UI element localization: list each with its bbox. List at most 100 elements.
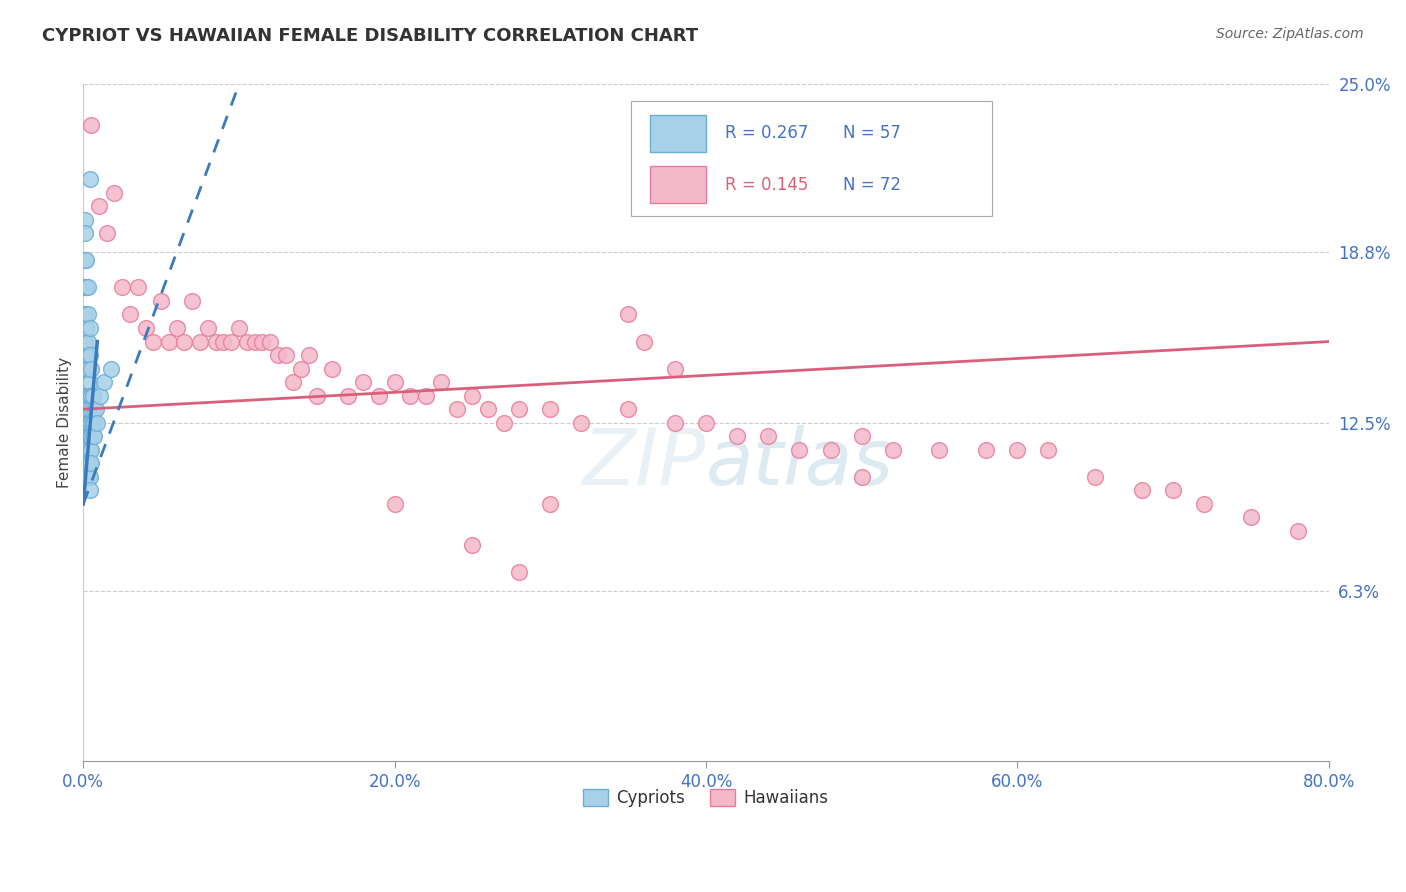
Point: [228, 321, 250, 335]
Point: [80, 429, 103, 443]
Point: [820, 442, 842, 457]
Point: [79, 389, 101, 403]
Point: [79, 416, 101, 430]
Point: [89, 389, 111, 403]
Point: [259, 334, 281, 349]
Point: [538, 497, 561, 511]
Point: [79, 442, 101, 457]
Point: [77, 361, 100, 376]
Text: ZIP: ZIP: [583, 425, 706, 501]
Point: [83, 416, 105, 430]
Point: [508, 402, 530, 417]
Point: [181, 293, 204, 308]
Point: [399, 389, 422, 403]
Point: [79, 348, 101, 362]
Point: [1007, 442, 1029, 457]
Point: [73, 308, 96, 322]
Point: [197, 321, 219, 335]
Point: [73, 280, 96, 294]
Point: [508, 565, 530, 579]
Point: [77, 456, 100, 470]
Point: [75, 321, 97, 335]
Point: [111, 280, 134, 294]
Point: [882, 442, 904, 457]
Point: [86, 416, 108, 430]
Point: [166, 321, 188, 335]
Point: [80, 389, 103, 403]
Point: [430, 375, 453, 389]
Point: [756, 429, 779, 443]
Point: [617, 308, 640, 322]
Point: [150, 293, 173, 308]
Point: [368, 389, 391, 403]
Point: [73, 334, 96, 349]
Point: [212, 334, 235, 349]
Point: [80, 456, 103, 470]
Point: [80, 416, 103, 430]
Point: [75, 456, 97, 470]
Point: [384, 497, 406, 511]
Text: Source: ZipAtlas.com: Source: ZipAtlas.com: [1216, 27, 1364, 41]
Point: [75, 402, 97, 417]
Point: [77, 470, 100, 484]
Point: [75, 280, 97, 294]
Point: [1130, 483, 1153, 498]
Point: [1286, 524, 1309, 538]
Point: [73, 227, 96, 241]
Text: CYPRIOT VS HAWAIIAN FEMALE DISABILITY CORRELATION CHART: CYPRIOT VS HAWAIIAN FEMALE DISABILITY CO…: [42, 27, 699, 45]
Text: R = 0.145: R = 0.145: [724, 176, 808, 194]
Point: [157, 334, 180, 349]
Point: [571, 416, 593, 430]
Point: [1161, 483, 1184, 498]
Point: [80, 118, 103, 132]
Point: [274, 348, 297, 362]
Point: [79, 470, 101, 484]
Point: [928, 442, 950, 457]
Point: [851, 470, 873, 484]
Point: [243, 334, 266, 349]
Point: [235, 334, 257, 349]
Point: [492, 416, 515, 430]
Text: N = 72: N = 72: [844, 176, 901, 194]
Point: [477, 402, 499, 417]
Point: [188, 334, 211, 349]
Point: [633, 334, 655, 349]
Point: [695, 416, 717, 430]
Point: [77, 280, 100, 294]
Point: [974, 442, 997, 457]
Point: [77, 402, 100, 417]
Point: [82, 429, 104, 443]
Point: [87, 199, 110, 213]
Point: [79, 429, 101, 443]
Point: [79, 483, 101, 498]
Bar: [650, 166, 706, 202]
Point: [789, 442, 811, 457]
Point: [79, 172, 101, 186]
Point: [1192, 497, 1215, 511]
Point: [851, 429, 873, 443]
Point: [77, 334, 100, 349]
Point: [83, 402, 105, 417]
Point: [353, 375, 375, 389]
Point: [415, 389, 437, 403]
Point: [103, 186, 125, 200]
Point: [75, 416, 97, 430]
Point: [446, 402, 468, 417]
Point: [93, 375, 115, 389]
Point: [142, 334, 165, 349]
Point: [73, 389, 96, 403]
FancyBboxPatch shape: [631, 102, 993, 217]
Point: [77, 308, 100, 322]
Point: [219, 334, 242, 349]
Point: [1084, 470, 1107, 484]
Point: [79, 321, 101, 335]
Point: [664, 361, 686, 376]
Point: [1240, 510, 1263, 524]
Point: [283, 375, 305, 389]
Point: [77, 389, 100, 403]
Legend: Cypriots, Hawaiians: Cypriots, Hawaiians: [576, 782, 835, 814]
Point: [461, 389, 484, 403]
Point: [73, 253, 96, 268]
Point: [77, 416, 100, 430]
Point: [79, 375, 101, 389]
